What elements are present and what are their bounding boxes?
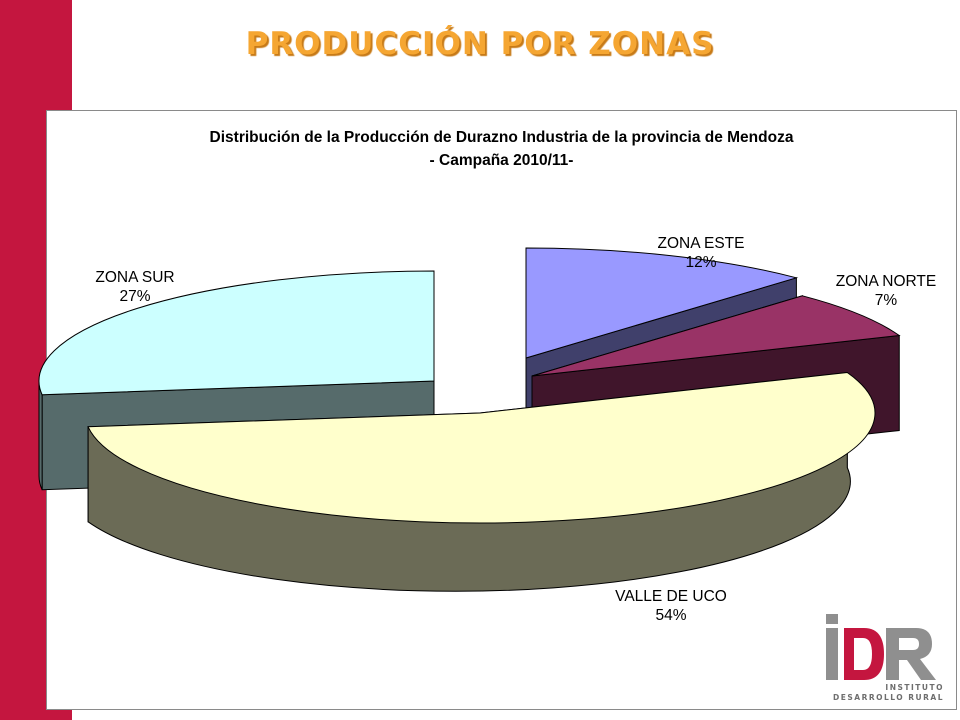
slice-zona-este bbox=[525, 247, 799, 359]
page-title: PRODUCCIÓN POR ZONAS bbox=[245, 26, 715, 62]
slice-label-valle-de-uco-name: VALLE DE UCO bbox=[615, 588, 727, 605]
slice-label-zona-este: ZONA ESTE 12% bbox=[636, 234, 766, 272]
idr-logo: INSTITUTO DESARROLLO RURAL bbox=[826, 614, 944, 702]
slice-label-zona-norte: ZONA NORTE 7% bbox=[818, 272, 954, 310]
slice-label-valle-de-uco: VALLE DE UCO 54% bbox=[596, 587, 746, 625]
logo-line-1: INSTITUTO bbox=[885, 683, 944, 692]
chart-title-line-2: - Campaña 2010/11- bbox=[429, 152, 574, 169]
slice-label-zona-sur-name: ZONA SUR bbox=[95, 269, 175, 286]
slice-label-valle-de-uco-value: 54% bbox=[655, 607, 687, 624]
slice-label-zona-este-name: ZONA ESTE bbox=[657, 235, 745, 252]
slice-label-zona-norte-name: ZONA NORTE bbox=[835, 273, 937, 290]
slice-label-zona-sur-value: 27% bbox=[119, 288, 151, 305]
logo-line-2: DESARROLLO RURAL bbox=[833, 693, 944, 702]
slice-valle-de-uco bbox=[87, 371, 876, 524]
slice-label-zona-este-value: 12% bbox=[685, 254, 717, 271]
slice-side-zona-sur-0 bbox=[38, 380, 43, 490]
slice-label-zona-sur: ZONA SUR 27% bbox=[70, 268, 200, 306]
chart-title: Distribución de la Producción de Durazno… bbox=[46, 126, 957, 172]
chart-title-line-1: Distribución de la Producción de Durazno… bbox=[209, 129, 794, 146]
slice-zona-norte bbox=[531, 295, 901, 377]
slice-label-zona-norte-value: 7% bbox=[874, 292, 898, 309]
slice-zona-sur bbox=[38, 270, 435, 396]
